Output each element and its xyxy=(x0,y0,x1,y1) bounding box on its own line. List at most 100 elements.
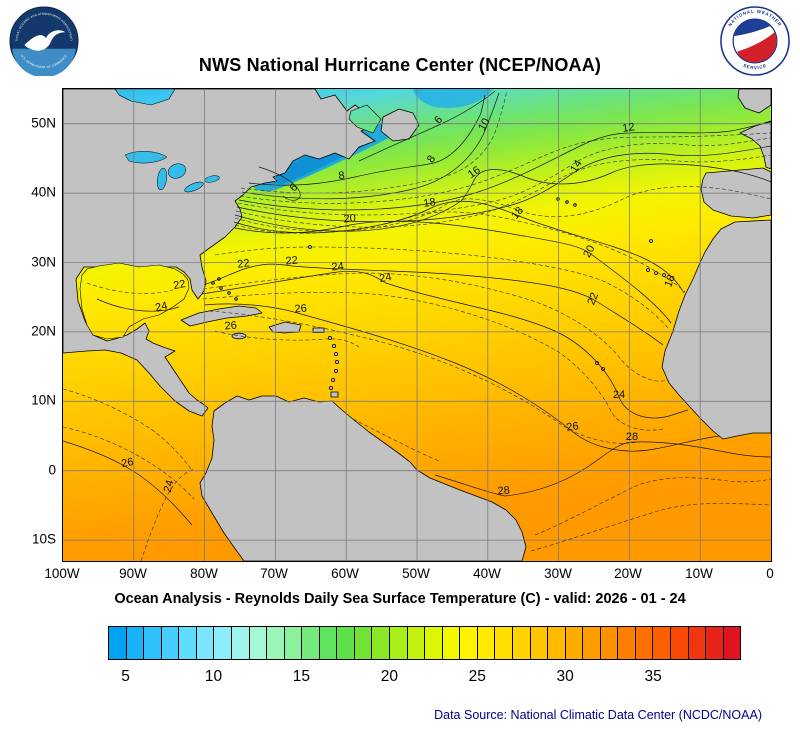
lat-axis-label: 0 xyxy=(48,462,56,478)
colorbar-tick-label: 15 xyxy=(292,668,311,685)
contour-label: 24 xyxy=(154,300,168,314)
contour-label: 16 xyxy=(466,164,483,181)
colorbar-segment xyxy=(706,627,724,659)
colorbar-segment xyxy=(671,627,689,659)
colorbar-segment xyxy=(179,627,197,659)
colorbar-tick-label: 5 xyxy=(121,668,130,685)
noaa-logo: NATIONAL OCEANIC AND ATMOSPHERIC ADMINIS… xyxy=(9,6,79,76)
land-jamaica xyxy=(231,332,247,340)
nws-ring-text-bottom: SERVICE xyxy=(742,63,767,70)
lon-axis-label: 100W xyxy=(44,566,80,581)
contour-label: 8 xyxy=(338,170,346,183)
land-england xyxy=(737,89,771,114)
colorbar-segment xyxy=(302,627,320,659)
contour-label: 24 xyxy=(613,389,625,401)
colorbar-segment xyxy=(600,627,619,659)
colorbar-segment xyxy=(442,627,461,659)
contour-label: 22 xyxy=(172,278,186,292)
colorbar-segment xyxy=(196,627,215,659)
colorbar-segment xyxy=(635,627,654,659)
temperature-colorbar xyxy=(108,626,741,660)
gulf-of-mexico xyxy=(79,262,190,340)
madeira xyxy=(649,239,653,243)
hudson-bay xyxy=(114,89,176,106)
lon-axis-label: 70W xyxy=(260,566,288,581)
colorbar-segment xyxy=(337,627,355,659)
colorbar-segment xyxy=(495,627,513,659)
lon-axis-label: 0 xyxy=(766,566,774,581)
colorbar-segment xyxy=(319,627,338,659)
map-caption: Ocean Analysis - Reynolds Daily Sea Surf… xyxy=(114,591,686,607)
colorbar-tick-labels: 5 10 15 20 25 30 35 xyxy=(108,668,741,688)
lon-axis-label: 40W xyxy=(473,566,501,581)
colorbar-segment xyxy=(372,627,390,659)
land-puerto-rico xyxy=(312,327,325,333)
contour-label: 12 xyxy=(622,121,636,135)
lesser-antilles xyxy=(327,335,339,398)
contour-label: 22 xyxy=(285,255,298,268)
lat-axis-label: 40N xyxy=(31,184,56,200)
contour-label: 22 xyxy=(585,291,601,307)
colorbar-tick-label: 25 xyxy=(468,668,486,685)
colorbar-segment xyxy=(723,627,741,659)
lat-axis-label: 30N xyxy=(31,254,56,270)
lat-axis-label: 10S xyxy=(31,531,56,547)
colorbar-segment xyxy=(425,627,443,659)
nws-logo: NATIONAL WEATHER SERVICE xyxy=(720,6,790,76)
contour-label: 10 xyxy=(476,116,492,132)
contour-label: 20 xyxy=(581,243,597,259)
colorbar-segment xyxy=(460,627,478,659)
page-title: NWS National Hurricane Center (NCEP/NOAA… xyxy=(198,55,602,75)
colorbar-segment xyxy=(354,627,373,659)
bahamas xyxy=(211,277,238,301)
nws-red-wave-icon xyxy=(737,32,777,63)
contour-label: 18 xyxy=(662,273,677,289)
lon-axis-label: 80W xyxy=(190,566,218,581)
colorbar-segment xyxy=(390,627,408,659)
colorbar-segment xyxy=(284,627,303,659)
grid-lines xyxy=(63,89,771,561)
contour-label: 14 xyxy=(568,158,585,175)
colorbar-segment xyxy=(109,627,127,659)
lon-axis-label: 20W xyxy=(614,566,642,581)
gulf-of-st-lawrence xyxy=(348,104,382,134)
colorbar-segment xyxy=(267,627,285,659)
lat-axis-label: 10N xyxy=(31,392,56,408)
colorbar-tick-label: 10 xyxy=(204,668,223,685)
colorbar-segment xyxy=(618,627,636,659)
contour-label: 26 xyxy=(224,320,237,333)
great-lakes xyxy=(124,151,220,193)
colorbar-segment xyxy=(583,627,601,659)
contour-label: 28 xyxy=(626,431,638,443)
colorbar-segment xyxy=(688,627,707,659)
colorbar-segment xyxy=(161,627,180,659)
contour-label: 18 xyxy=(509,205,526,222)
contour-label: 24 xyxy=(331,261,344,274)
colorbar-segment xyxy=(407,627,426,659)
nws-blue-wave-icon xyxy=(734,19,771,37)
colorbar-segment xyxy=(477,627,496,659)
contour-label: 24 xyxy=(162,479,177,494)
contour-label: 26 xyxy=(294,303,307,316)
colorbar-tick-label: 30 xyxy=(556,668,574,685)
landmasses xyxy=(63,89,771,561)
land-newfoundland xyxy=(380,108,420,142)
data-source-note: Data Source: National Climatic Data Cent… xyxy=(434,708,762,722)
noaa-seagull-icon xyxy=(24,30,66,51)
land-north-america xyxy=(63,89,376,417)
land-africa xyxy=(661,219,771,440)
contour-label: 22 xyxy=(237,257,251,271)
lat-axis-label: 20N xyxy=(31,323,56,339)
contour-label: 20 xyxy=(343,213,356,226)
contour-label: 24 xyxy=(378,271,392,285)
contour-label: 26 xyxy=(566,420,580,434)
contour-label: 8 xyxy=(425,153,438,165)
lon-axis-label: 50W xyxy=(402,566,430,581)
colorbar-segment xyxy=(530,627,549,659)
colorbar-segment xyxy=(214,627,232,659)
land-cuba xyxy=(180,305,263,327)
contour-label: 26 xyxy=(120,456,134,470)
colorbar-segment xyxy=(512,627,531,659)
